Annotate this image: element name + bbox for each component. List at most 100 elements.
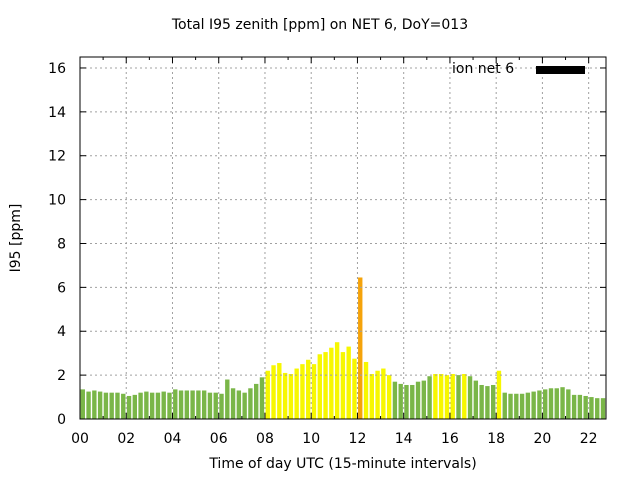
bar	[525, 392, 531, 419]
bar	[583, 395, 588, 419]
bar	[531, 391, 536, 419]
bar	[491, 384, 496, 419]
x-tick-label: 10	[302, 431, 320, 447]
x-tick-label: 08	[256, 431, 274, 447]
bar	[479, 384, 484, 419]
bar	[161, 391, 166, 419]
x-tick-label: 18	[487, 431, 505, 447]
bar	[548, 388, 554, 419]
bar	[242, 392, 247, 419]
bar	[571, 394, 577, 419]
bar	[485, 386, 490, 419]
bar	[467, 376, 473, 419]
x-tick-label: 04	[164, 431, 182, 447]
x-tick-label: 14	[395, 431, 413, 447]
bar	[288, 374, 294, 419]
bar	[392, 381, 398, 419]
bar	[138, 392, 143, 419]
bar	[421, 380, 427, 419]
bar	[329, 347, 334, 419]
y-tick-label: 2	[57, 368, 66, 384]
bar	[277, 363, 282, 419]
y-tick-label: 0	[57, 412, 66, 428]
bar	[456, 375, 461, 419]
bar	[514, 393, 519, 419]
y-tick-label: 8	[57, 236, 66, 252]
bar	[294, 368, 299, 419]
bar	[190, 390, 195, 419]
bar	[502, 392, 507, 419]
bar	[201, 390, 207, 419]
bar	[346, 346, 351, 419]
bar	[427, 376, 432, 419]
bar	[173, 389, 178, 419]
bar	[473, 380, 479, 419]
bar	[369, 374, 374, 419]
bar	[560, 387, 565, 419]
bar	[121, 393, 126, 419]
bar	[167, 392, 172, 419]
bar	[404, 384, 409, 419]
bar	[554, 388, 559, 419]
bar	[103, 392, 109, 419]
x-tick-label: 16	[441, 431, 459, 447]
bar	[415, 381, 421, 419]
legend-swatch	[536, 66, 585, 74]
bar	[398, 383, 403, 419]
x-tick-label: 02	[117, 431, 135, 447]
bar	[537, 390, 542, 419]
bar	[300, 364, 305, 419]
chart-title: Total I95 zenith [ppm] on NET 6, DoY=013	[171, 17, 469, 33]
plot-frame	[79, 56, 607, 420]
bar	[219, 393, 224, 419]
bar	[375, 370, 380, 419]
y-tick-label: 4	[57, 324, 66, 340]
bar	[254, 383, 259, 419]
bar	[282, 372, 288, 419]
bar	[109, 392, 114, 419]
bar	[306, 359, 311, 419]
x-tick-label: 06	[210, 431, 228, 447]
bar	[126, 395, 132, 419]
x-tick-label: 20	[534, 431, 552, 447]
bar	[589, 397, 594, 419]
bar	[144, 391, 149, 419]
bar	[132, 394, 137, 419]
bar	[265, 370, 270, 419]
bar	[496, 370, 502, 419]
bar	[236, 390, 242, 419]
bar	[271, 365, 276, 419]
bar	[86, 391, 91, 419]
bar	[595, 398, 600, 419]
bar	[450, 374, 455, 419]
bar	[149, 392, 155, 419]
bar	[543, 389, 548, 419]
bar	[600, 398, 606, 419]
bar	[92, 390, 97, 419]
bar	[381, 368, 386, 419]
bar	[115, 392, 120, 419]
legend-label: ion net 6	[452, 61, 515, 77]
bar	[213, 392, 218, 419]
bar	[184, 390, 190, 419]
x-tick-label: 22	[580, 431, 598, 447]
bar	[433, 374, 438, 419]
bar	[577, 394, 583, 419]
bar	[311, 364, 317, 419]
y-axis-label: I95 [ppm]	[8, 203, 24, 273]
bar	[462, 374, 467, 419]
bar	[155, 392, 161, 419]
bar	[410, 384, 415, 419]
bar	[566, 389, 571, 419]
bar	[444, 375, 450, 419]
x-tick-label: 12	[349, 431, 367, 447]
bar	[508, 393, 513, 419]
bar	[230, 388, 236, 419]
bar	[259, 377, 265, 419]
y-tick-label: 10	[48, 193, 66, 209]
bar	[207, 392, 213, 419]
bar	[358, 277, 363, 419]
y-tick-label: 14	[48, 105, 66, 121]
x-tick-label: 00	[71, 431, 89, 447]
